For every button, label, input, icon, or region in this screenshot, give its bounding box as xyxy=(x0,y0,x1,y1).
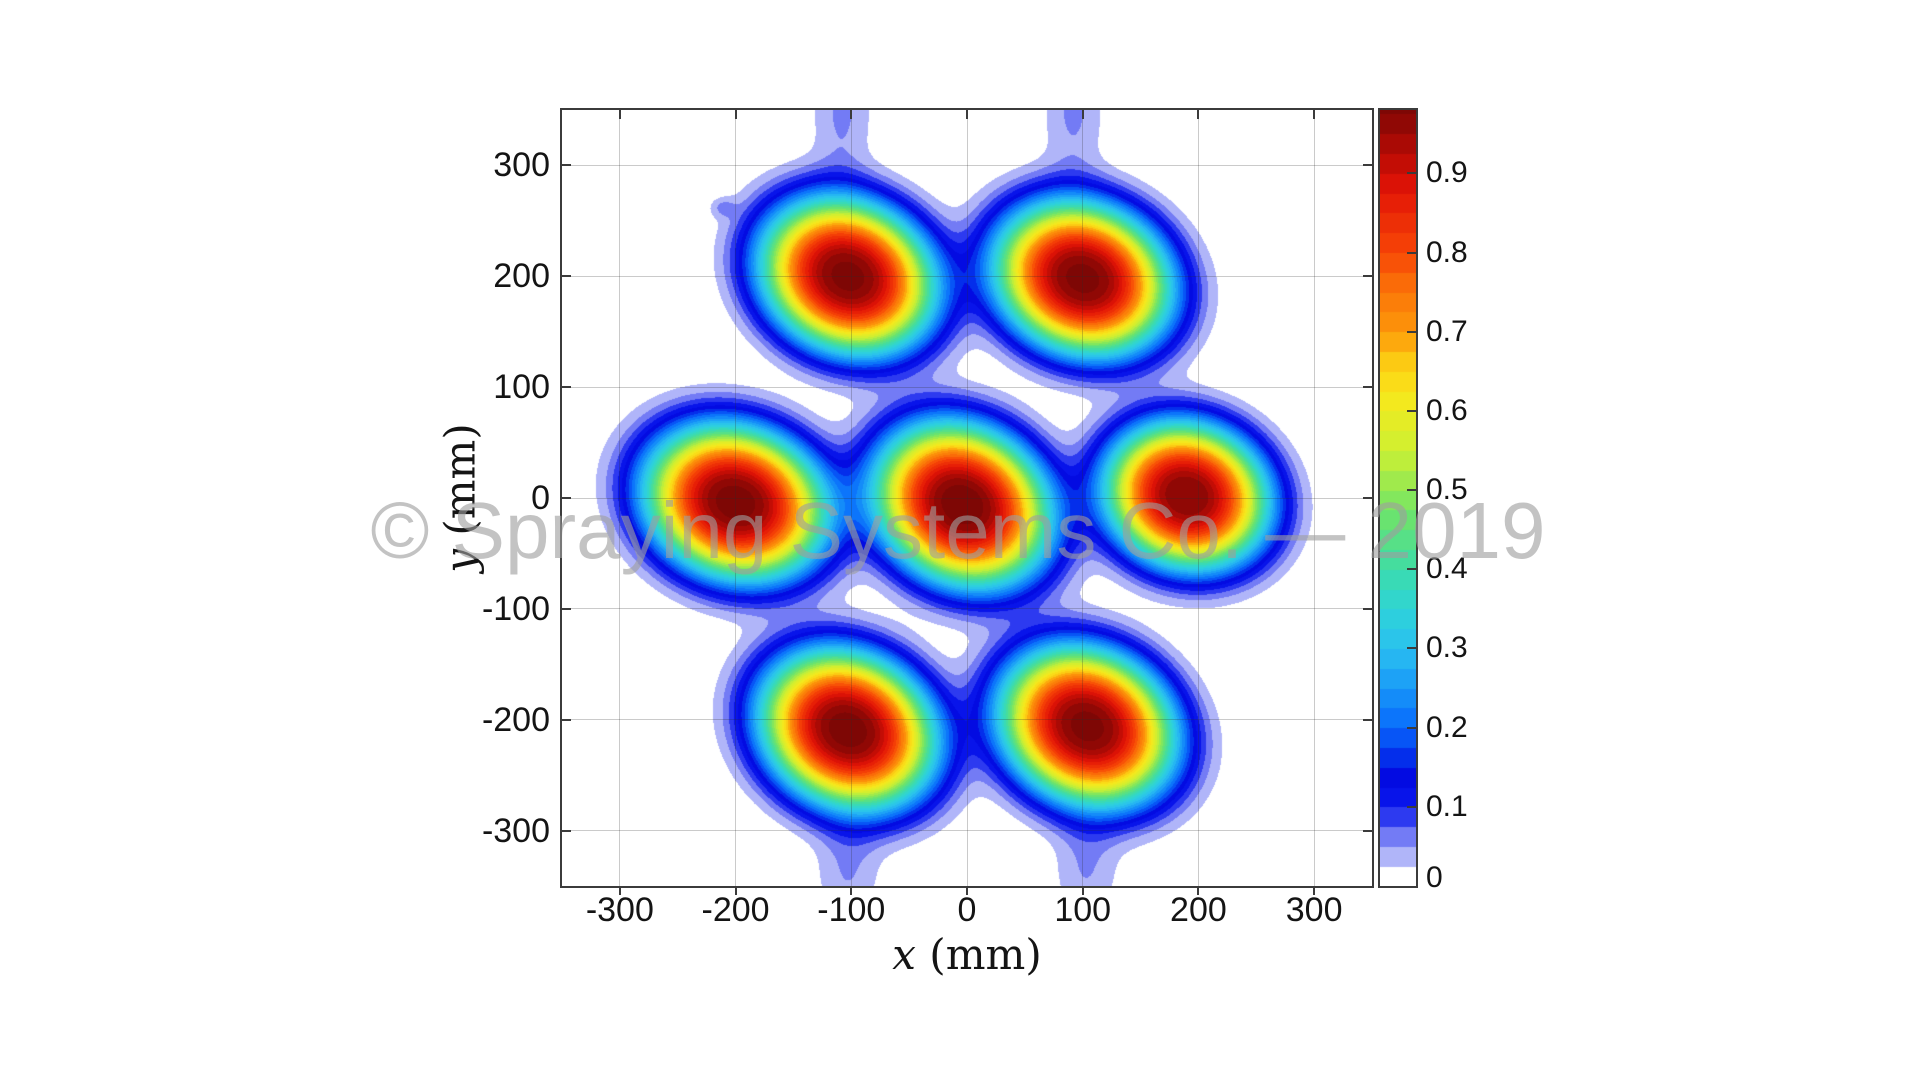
colorbar-tick-label: 0.7 xyxy=(1426,314,1468,348)
y-tick-mark-left xyxy=(562,497,571,499)
x-tick-mark-top xyxy=(618,110,621,119)
y-tick-mark-left xyxy=(562,607,571,610)
gridline-horizontal xyxy=(562,386,1372,388)
colorbar xyxy=(1378,108,1418,888)
colorbar-tick-mark xyxy=(1407,726,1416,729)
y-tick-label: -200 xyxy=(481,700,550,739)
x-tick-label: 0 xyxy=(957,891,977,929)
y-axis-label: y (mm) xyxy=(436,423,485,573)
x-tick-mark-top xyxy=(1313,110,1316,119)
y-tick-mark-right xyxy=(1363,275,1372,278)
x-tick-mark-bottom xyxy=(1197,886,1200,895)
gridline-horizontal xyxy=(562,497,1372,499)
x-tick-mark-bottom xyxy=(734,886,737,895)
y-axis-variable: y xyxy=(435,549,485,573)
colorbar-tick-mark xyxy=(1407,330,1416,333)
colorbar-tick-label: 0.6 xyxy=(1426,393,1468,427)
y-tick-mark-right xyxy=(1363,497,1372,499)
x-tick-mark-bottom xyxy=(966,886,968,895)
colorbar-tick-mark xyxy=(1407,568,1416,571)
y-tick-mark-left xyxy=(562,275,571,278)
x-axis-unit: (mm) xyxy=(915,930,1042,979)
colorbar-tick-mark xyxy=(1407,172,1416,175)
gridline-vertical xyxy=(1082,110,1084,886)
gridline-vertical xyxy=(1313,110,1315,886)
y-tick-mark-right xyxy=(1363,829,1372,832)
x-tick-label: -200 xyxy=(701,891,770,929)
gridline-horizontal xyxy=(562,719,1372,721)
y-tick-label: 100 xyxy=(493,368,550,407)
y-tick-mark-right xyxy=(1363,607,1372,610)
y-tick-mark-left xyxy=(562,386,571,389)
x-tick-mark-bottom xyxy=(618,886,621,895)
x-tick-mark-top xyxy=(966,110,968,119)
colorbar-tick-label: 0.5 xyxy=(1426,473,1468,507)
colorbar-tick-mark xyxy=(1407,409,1416,412)
y-tick-mark-right xyxy=(1363,386,1372,389)
colorbar-tick-mark xyxy=(1407,647,1416,650)
x-tick-mark-bottom xyxy=(1081,886,1084,895)
y-tick-label: -300 xyxy=(481,811,550,850)
gridline-horizontal xyxy=(562,164,1372,166)
x-tick-mark-bottom xyxy=(850,886,853,895)
x-tick-mark-top xyxy=(734,110,737,119)
x-tick-label: -300 xyxy=(585,891,654,929)
gridline-vertical xyxy=(850,110,852,886)
gridline-horizontal xyxy=(562,275,1372,277)
gridline-vertical xyxy=(735,110,737,886)
x-tick-label: 300 xyxy=(1285,891,1343,929)
colorbar-tick-label: 0 xyxy=(1426,861,1443,894)
colorbar-tick-label: 0.4 xyxy=(1426,552,1468,586)
y-tick-label: 200 xyxy=(493,257,550,296)
x-tick-mark-top xyxy=(1081,110,1084,119)
gridline-vertical xyxy=(1197,110,1199,886)
gridline-vertical xyxy=(619,110,621,886)
x-tick-mark-bottom xyxy=(1313,886,1316,895)
x-tick-label: -100 xyxy=(817,891,886,929)
y-tick-label: 0 xyxy=(531,479,550,517)
x-tick-label: 200 xyxy=(1170,891,1227,929)
contour-plot-canvas xyxy=(562,110,1372,886)
colorbar-canvas xyxy=(1380,110,1416,886)
colorbar-tick-label: 0.8 xyxy=(1426,235,1468,269)
x-tick-mark-top xyxy=(1197,110,1200,119)
colorbar-tick-mark xyxy=(1407,489,1416,492)
colorbar-tick-label: 0.9 xyxy=(1426,156,1468,190)
y-tick-mark-right xyxy=(1363,718,1372,721)
colorbar-tick-mark xyxy=(1407,805,1416,808)
y-tick-mark-left xyxy=(562,164,571,167)
y-tick-mark-left xyxy=(562,829,571,832)
y-tick-mark-right xyxy=(1363,164,1372,167)
x-tick-mark-top xyxy=(850,110,853,119)
y-axis-unit: (mm) xyxy=(435,423,485,550)
colorbar-tick-mark xyxy=(1407,251,1416,254)
colorbar-tick-label: 0.2 xyxy=(1426,710,1468,744)
contour-plot xyxy=(560,108,1374,895)
x-tick-label: 100 xyxy=(1054,891,1112,929)
y-tick-mark-left xyxy=(562,718,571,721)
gridline-vertical xyxy=(966,110,968,886)
x-axis-label: x (mm) xyxy=(817,930,1117,979)
y-tick-label: -100 xyxy=(481,589,550,628)
gridline-horizontal xyxy=(562,830,1372,832)
x-axis-variable: x xyxy=(892,930,916,979)
y-tick-label: 300 xyxy=(493,146,550,185)
colorbar-tick-label: 0.1 xyxy=(1426,789,1468,823)
colorbar-tick-label: 0.3 xyxy=(1426,631,1468,665)
gridline-horizontal xyxy=(562,608,1372,610)
